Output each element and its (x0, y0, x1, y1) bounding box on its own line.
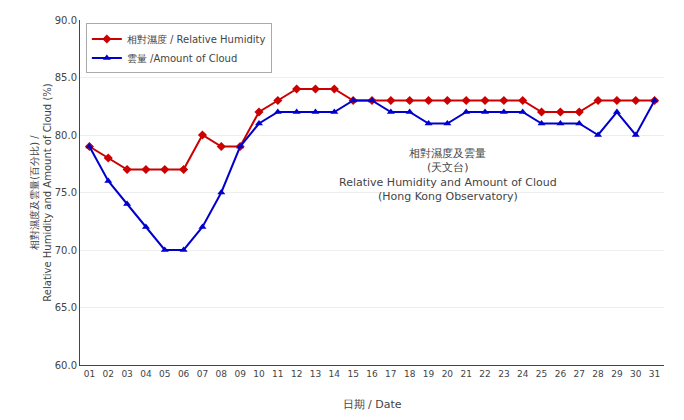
svg-text:10: 10 (253, 369, 265, 379)
svg-text:25: 25 (536, 369, 547, 379)
svg-text:05: 05 (159, 369, 170, 379)
svg-text:75.0: 75.0 (55, 187, 77, 198)
svg-text:30: 30 (630, 369, 642, 379)
svg-text:85.0: 85.0 (55, 72, 77, 83)
svg-text:07: 07 (197, 369, 208, 379)
svg-text:相對濕度及雲量(天文台)Relative Humidity: 相對濕度及雲量(天文台)Relative Humidity and Amount… (339, 147, 557, 203)
svg-text:18: 18 (404, 369, 416, 379)
svg-text:80.0: 80.0 (55, 130, 77, 141)
svg-text:24: 24 (517, 369, 529, 379)
svg-text:03: 03 (121, 369, 132, 379)
svg-text:22: 22 (479, 369, 490, 379)
svg-text:02: 02 (103, 369, 114, 379)
svg-text:23: 23 (498, 369, 509, 379)
svg-text:11: 11 (272, 369, 283, 379)
svg-text:12: 12 (291, 369, 302, 379)
svg-text:雲量 /Amount of Cloud: 雲量 /Amount of Cloud (127, 53, 237, 64)
svg-text:日期 / Date: 日期 / Date (343, 398, 402, 411)
svg-text:70.0: 70.0 (55, 245, 77, 256)
svg-text:20: 20 (442, 369, 454, 379)
svg-text:28: 28 (592, 369, 604, 379)
svg-text:65.0: 65.0 (55, 302, 77, 313)
svg-text:17: 17 (385, 369, 396, 379)
svg-text:相對濕度 / Relative Humidity: 相對濕度 / Relative Humidity (127, 34, 266, 45)
svg-text:06: 06 (178, 369, 190, 379)
svg-text:14: 14 (329, 369, 341, 379)
svg-text:13: 13 (310, 369, 321, 379)
svg-text:01: 01 (84, 369, 95, 379)
svg-text:19: 19 (423, 369, 435, 379)
svg-text:08: 08 (216, 369, 228, 379)
svg-text:16: 16 (366, 369, 378, 379)
svg-text:90.0: 90.0 (55, 15, 77, 26)
svg-text:26: 26 (555, 369, 567, 379)
svg-text:27: 27 (574, 369, 585, 379)
svg-text:21: 21 (460, 369, 471, 379)
svg-text:相對濕度及雲量(百分比) /Relative Humidit: 相對濕度及雲量(百分比) /Relative Humidity and Amou… (29, 83, 53, 301)
svg-text:09: 09 (234, 369, 246, 379)
svg-text:29: 29 (611, 369, 623, 379)
svg-text:60.0: 60.0 (55, 360, 77, 371)
svg-text:15: 15 (347, 369, 358, 379)
svg-text:31: 31 (649, 369, 660, 379)
svg-text:04: 04 (140, 369, 152, 379)
